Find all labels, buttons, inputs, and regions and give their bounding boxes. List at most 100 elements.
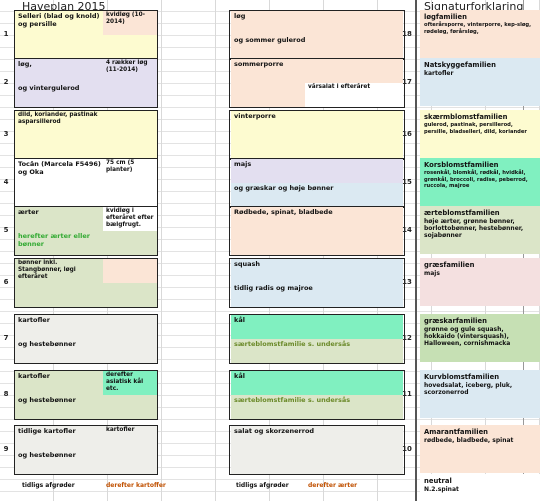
bed-box-right bbox=[229, 314, 405, 364]
bed-box-right bbox=[229, 258, 405, 308]
legend-family-members: N.2.spinat bbox=[424, 486, 459, 493]
row-number: 12 bbox=[402, 334, 412, 342]
bed-cell-bottom[interactable]: tidlig radis og majroe bbox=[231, 283, 403, 307]
bed-cell-a-bottom[interactable] bbox=[15, 183, 103, 207]
legend-entry[interactable]: Natskyggefamilien kartofler bbox=[420, 58, 540, 106]
bed-cell-a-bottom[interactable]: og hestebønner bbox=[15, 450, 103, 474]
bed-cell-a-top[interactable]: løg, bbox=[15, 59, 103, 83]
bed-cell-bottom[interactable]: særteblomstfamilie s. undersås bbox=[231, 339, 403, 363]
bed-cell-a-bottom[interactable] bbox=[15, 135, 103, 159]
bed-cell-top[interactable]: kål bbox=[231, 315, 403, 339]
row-number: 9 bbox=[3, 445, 9, 453]
legend-family-members: grønne og gule squash, hokkaido (vinters… bbox=[424, 326, 511, 347]
bed-cell-b-top[interactable]: 75 cm (5 planter) bbox=[103, 159, 157, 183]
bed-cell-b-top[interactable]: kvidløg i efteråret efter bælgfrugt. bbox=[103, 207, 157, 231]
bed-cell-a-top[interactable]: Selleri (blad og knold) og persille bbox=[15, 11, 103, 35]
legend-entry[interactable]: skærmblomstfamilien gulerod, pastinak, pe… bbox=[420, 110, 540, 158]
bed-cell-b-bottom[interactable] bbox=[103, 283, 157, 307]
bed-box-left bbox=[14, 258, 158, 308]
row-number: 13 bbox=[402, 278, 412, 286]
row-number: 17 bbox=[402, 78, 412, 86]
row-number: 11 bbox=[402, 390, 412, 398]
bed-cell-a-bottom[interactable]: og hestebønner bbox=[15, 395, 103, 419]
legend-title: Signaturforklaring bbox=[424, 0, 524, 13]
legend-family-name: ærteblomstfamilien bbox=[424, 209, 500, 217]
bed-cell-a-top[interactable]: Tocân (Marcela F5496) og Oka bbox=[15, 159, 103, 183]
bed-cell-b-bottom[interactable] bbox=[103, 135, 157, 159]
bed-cell-bottom[interactable]: og græskar og høje bønner bbox=[231, 183, 403, 207]
legend-entry[interactable]: Korsblomstfamilien rosenkål, blomkål, rød… bbox=[420, 158, 540, 206]
row-number: 1 bbox=[3, 30, 9, 38]
plan-title: Haveplan 2015 bbox=[22, 0, 106, 13]
bed-cell-b-top[interactable] bbox=[103, 111, 157, 135]
row-number: 15 bbox=[402, 178, 412, 186]
bed-cell-a-bottom[interactable]: herefter ærter eller bønner bbox=[15, 231, 103, 255]
bed-cell-top[interactable]: Rødbede, spinat, bladbede bbox=[231, 207, 403, 231]
bed-cell-bottom[interactable]: særteblomstfamilie s. undersås bbox=[231, 395, 403, 419]
row-number: 10 bbox=[402, 445, 412, 453]
bed-cell-a-bottom[interactable] bbox=[15, 35, 103, 59]
bed-cell-a-bottom[interactable]: og vintergulerod bbox=[15, 83, 103, 107]
bed-box-left bbox=[14, 206, 158, 256]
legend-family-members: hovedsalat, iceberg, pluk, scorzonerrod bbox=[424, 382, 513, 396]
legend-family-members: kartofler bbox=[424, 70, 454, 77]
bed-cell-top[interactable]: salat og skorzenerrod bbox=[231, 426, 403, 450]
bottom-cell-a[interactable]: tidligs afgrøder bbox=[22, 482, 75, 489]
bed-cell-b-top[interactable]: kvidløg (10-2014) bbox=[103, 11, 157, 35]
bed-cell-a-bottom[interactable] bbox=[15, 283, 103, 307]
row-number: 16 bbox=[402, 130, 412, 138]
bed-cell-bottom[interactable]: og sommer gulerod bbox=[231, 35, 403, 59]
bed-cell-b-bottom[interactable] bbox=[103, 450, 157, 474]
legend-entry[interactable]: ærteblomstfamilien høje ærter, grønne bøn… bbox=[420, 206, 540, 254]
bed-cell-b-bottom[interactable] bbox=[103, 35, 157, 59]
bed-cell-extra[interactable]: vårsalat i efteråret bbox=[305, 83, 403, 107]
legend-family-members: rosenkål, blomkål, rødkål, hvidkål, grøn… bbox=[424, 170, 528, 189]
separator-line bbox=[415, 0, 417, 501]
bed-box-left bbox=[14, 425, 158, 475]
bed-cell-a-bottom[interactable]: og hestebønner bbox=[15, 339, 103, 363]
bed-cell-b-top[interactable]: derefter asiatisk kål etc. bbox=[103, 371, 157, 395]
row-number: 2 bbox=[3, 78, 9, 86]
row-number: 14 bbox=[402, 226, 412, 234]
bed-cell-bottom[interactable] bbox=[231, 450, 403, 474]
bed-cell-b-top[interactable]: kartofler bbox=[103, 426, 157, 450]
legend-family-name: løgfamilien bbox=[424, 13, 467, 21]
bottom-cell-d[interactable]: derefter ærter bbox=[308, 482, 358, 489]
bed-cell-b-bottom[interactable] bbox=[103, 183, 157, 207]
bed-cell-b-bottom[interactable] bbox=[103, 83, 157, 107]
bed-cell-top[interactable]: majs bbox=[231, 159, 403, 183]
legend-entry[interactable]: Kurvblomstfamilien hovedsalat, iceberg, p… bbox=[420, 370, 540, 418]
bed-cell-b-top[interactable] bbox=[103, 259, 157, 283]
bed-cell-top[interactable]: løg bbox=[231, 11, 403, 35]
legend-family-name: Korsblomstfamilien bbox=[424, 161, 499, 169]
bed-cell-top[interactable]: squash bbox=[231, 259, 403, 283]
bed-cell-top[interactable]: sommerporre bbox=[231, 59, 403, 83]
legend-entry[interactable]: græskarfamilien grønne og gule squash, ho… bbox=[420, 314, 540, 362]
bed-cell-a-top[interactable]: dild, koriander, pastinak asparsillerod bbox=[15, 111, 103, 135]
bed-cell-top[interactable]: kål bbox=[231, 371, 403, 395]
bed-cell-a-top[interactable]: kartofler bbox=[15, 315, 103, 339]
bed-cell-a-top[interactable]: kartofler bbox=[15, 371, 103, 395]
bed-cell-b-bottom[interactable] bbox=[103, 339, 157, 363]
row-number: 7 bbox=[3, 334, 9, 342]
bed-cell-b-top[interactable]: 4 rækker løg (11-2014) bbox=[103, 59, 157, 83]
bed-cell-b-bottom[interactable] bbox=[103, 231, 157, 255]
bed-cell-top[interactable]: vinterporre bbox=[231, 111, 403, 135]
bed-cell-a-top[interactable]: tidlige kartofler bbox=[15, 426, 103, 450]
legend-entry[interactable]: neutral N.2.spinat bbox=[420, 474, 540, 501]
bed-cell-bottom[interactable] bbox=[231, 135, 403, 159]
bed-cell-a-top[interactable]: ærter bbox=[15, 207, 103, 231]
bed-cell-bottom[interactable] bbox=[231, 231, 403, 255]
bed-cell-b-top[interactable] bbox=[103, 315, 157, 339]
bed-cell-a-top[interactable]: bønner inkl. Stangbønner, løgi efteråret bbox=[15, 259, 103, 283]
row-number: 3 bbox=[3, 130, 9, 138]
legend-entry[interactable]: løgfamilien ofterårsporre, vinterporre, k… bbox=[420, 10, 540, 58]
legend-entry[interactable]: græsfamilien majs bbox=[420, 258, 540, 306]
legend-family-name: Amarantfamilien bbox=[424, 428, 489, 436]
bottom-cell-b[interactable]: derefter kartoffer bbox=[106, 482, 166, 489]
legend-entry[interactable]: Amarantfamilien rødbede, bladbede, spinat bbox=[420, 425, 540, 473]
row-number: 8 bbox=[3, 390, 9, 398]
bed-cell-b-bottom[interactable] bbox=[103, 395, 157, 419]
row-number: 5 bbox=[3, 226, 9, 234]
bottom-cell-c[interactable]: tidligs afgrøder bbox=[236, 482, 289, 489]
